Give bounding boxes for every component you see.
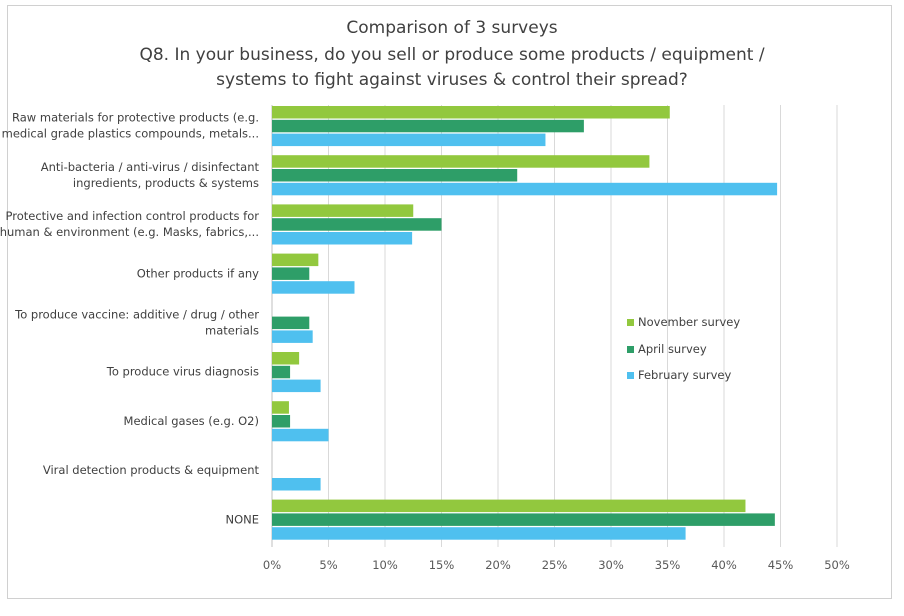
category-label: Viral detection products & equipment bbox=[43, 463, 260, 477]
bar-april-survey bbox=[272, 316, 310, 330]
x-tick-label: 20% bbox=[485, 558, 511, 572]
x-tick-label: 10% bbox=[372, 558, 398, 572]
bar-february-survey bbox=[272, 232, 413, 245]
category-label: ingredients, products & systems bbox=[73, 176, 259, 190]
category-label: medical grade plastics compounds, metals… bbox=[2, 127, 259, 141]
chart-title: Comparison of 3 surveys bbox=[346, 18, 558, 38]
category-label: Raw materials for protective products (e… bbox=[12, 111, 259, 125]
category-label: To produce vaccine: additive / drug / ot… bbox=[14, 308, 259, 322]
category-label: Anti-bacteria / anti-virus / disinfectan… bbox=[41, 160, 260, 174]
legend-swatch bbox=[627, 319, 634, 326]
legend-swatch bbox=[627, 346, 634, 353]
bar-february-survey bbox=[272, 428, 329, 442]
bar-april-survey bbox=[272, 267, 310, 280]
category-label: Protective and infection control product… bbox=[5, 209, 259, 223]
category-label: NONE bbox=[225, 512, 259, 526]
bar-november-survey bbox=[272, 155, 650, 168]
x-tick-label: 50% bbox=[824, 558, 850, 572]
bar-february-survey bbox=[272, 133, 546, 147]
bar-november-survey bbox=[272, 499, 746, 513]
x-tick-label: 25% bbox=[542, 558, 568, 572]
x-tick-label: 35% bbox=[655, 558, 681, 572]
bar-february-survey bbox=[272, 182, 778, 196]
x-tick-label: 30% bbox=[598, 558, 624, 572]
chart-subtitle-line-2: systems to fight against viruses & contr… bbox=[216, 70, 688, 90]
category-label: To produce virus diagnosis bbox=[106, 365, 259, 379]
bar-november-survey bbox=[272, 253, 319, 267]
category-label: human & environment (e.g. Masks, fabrics… bbox=[0, 225, 259, 239]
bar-february-survey bbox=[272, 527, 686, 540]
bar-april-survey bbox=[272, 513, 775, 526]
chart-subtitle-line-1: Q8. In your business, do you sell or pro… bbox=[139, 45, 765, 65]
legend-swatch bbox=[627, 372, 634, 379]
bar-february-survey bbox=[272, 478, 321, 491]
legend-label: February survey bbox=[638, 368, 732, 382]
bar-april-survey bbox=[272, 415, 291, 428]
bar-november-survey bbox=[272, 106, 670, 119]
legend-label: November survey bbox=[638, 315, 740, 329]
legend-label: April survey bbox=[638, 342, 707, 356]
x-tick-label: 0% bbox=[263, 558, 281, 572]
x-tick-label: 5% bbox=[319, 558, 337, 572]
x-tick-label: 45% bbox=[768, 558, 794, 572]
category-label: materials bbox=[205, 324, 259, 338]
bar-november-survey bbox=[272, 401, 289, 414]
bar-february-survey bbox=[272, 379, 321, 393]
bar-april-survey bbox=[272, 218, 442, 231]
x-tick-label: 15% bbox=[429, 558, 455, 572]
bar-february-survey bbox=[272, 330, 313, 343]
bar-february-survey bbox=[272, 281, 355, 294]
bar-april-survey bbox=[272, 365, 291, 379]
bar-april-survey bbox=[272, 119, 584, 133]
bar-november-survey bbox=[272, 352, 300, 365]
category-label: Medical gases (e.g. O2) bbox=[124, 414, 259, 428]
bar-april-survey bbox=[272, 169, 518, 182]
bar-november-survey bbox=[272, 204, 414, 217]
x-tick-label: 40% bbox=[711, 558, 737, 572]
category-label: Other products if any bbox=[137, 266, 259, 280]
